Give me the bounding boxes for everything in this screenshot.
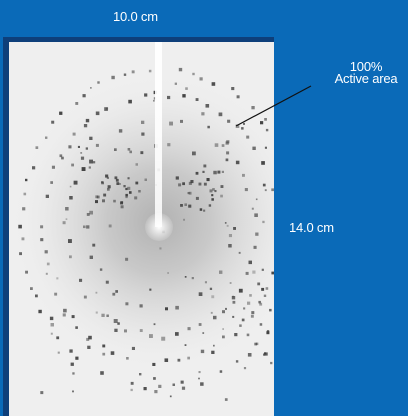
active-area-label: 100% Active area: [326, 59, 406, 86]
diffraction-spots: [18, 67, 274, 401]
width-dimension-label: 10.0 cm: [113, 9, 158, 24]
diffuse-halo: [9, 62, 274, 382]
active-area-text: Active area: [334, 71, 398, 86]
active-area-percent: 100%: [349, 59, 383, 74]
height-dimension-label: 14.0 cm: [289, 220, 334, 235]
direct-beam: [145, 213, 173, 241]
diffraction-image: [9, 42, 274, 416]
detector-frame: [3, 37, 274, 416]
beam-stop: [155, 42, 162, 227]
